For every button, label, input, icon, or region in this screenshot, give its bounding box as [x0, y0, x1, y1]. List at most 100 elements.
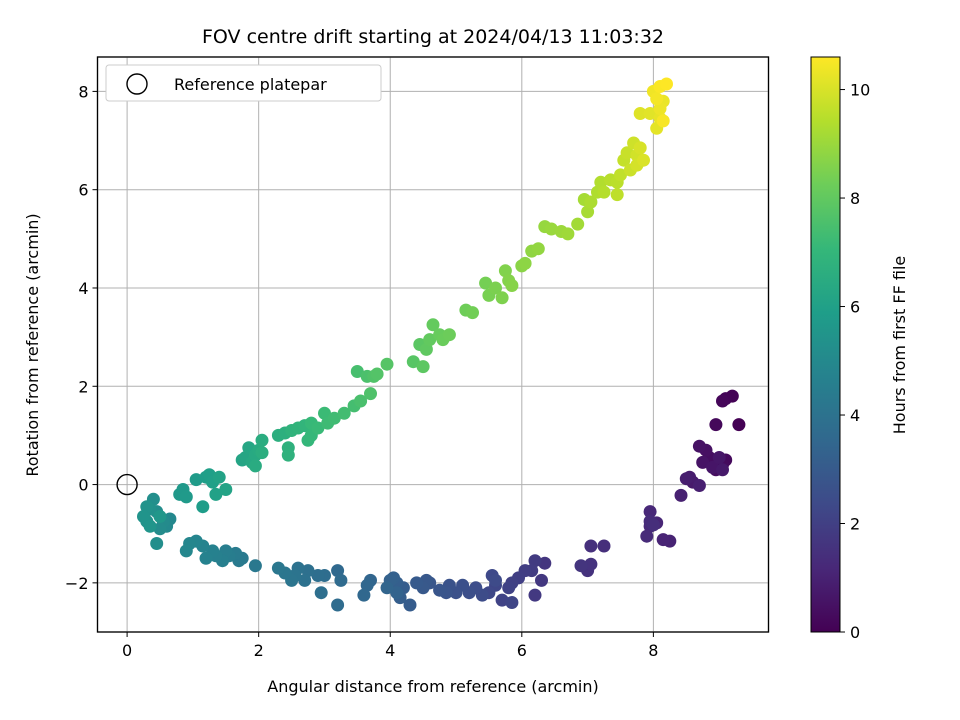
colorbar-ticks: 0 2 4 6 8 10 [840, 81, 870, 642]
data-point [350, 365, 364, 378]
reference-platepar-marker [116, 473, 138, 496]
data-point [209, 487, 223, 501]
data-point [528, 588, 542, 602]
y-tick-label: 6 [78, 181, 88, 200]
data-point [574, 559, 588, 573]
data-point [423, 333, 437, 347]
x-axis-ticks: 0 2 4 6 8 [122, 632, 658, 660]
y-tick-label: 0 [78, 476, 88, 495]
data-point [370, 367, 384, 381]
data-point [674, 488, 688, 502]
y-tick-label: 8 [78, 82, 88, 101]
data-point [390, 586, 404, 600]
y-axis-label: Rotation from reference (arcmin) [23, 213, 42, 476]
data-point [337, 406, 351, 420]
data-point [137, 510, 150, 523]
data-point [531, 242, 545, 256]
y-tick-label: 2 [78, 377, 88, 396]
data-point [660, 77, 673, 91]
data-point [502, 581, 516, 595]
data-point [498, 264, 512, 278]
data-points [137, 77, 746, 612]
data-point [656, 114, 670, 128]
data-point [505, 279, 519, 292]
data-point [495, 593, 509, 607]
data-point [643, 505, 657, 519]
data-point [140, 500, 154, 514]
data-point [706, 460, 720, 474]
data-point [179, 490, 193, 504]
data-point [301, 564, 315, 578]
data-point [633, 141, 647, 155]
data-point [538, 556, 552, 570]
data-point [650, 92, 664, 106]
data-point [709, 418, 723, 432]
colorbar-tick-label: 10 [850, 81, 870, 100]
data-point [489, 281, 502, 295]
data-point [143, 519, 157, 533]
x-tick-label: 8 [648, 641, 658, 660]
data-point [380, 357, 394, 371]
data-point [528, 554, 542, 568]
data-point [442, 328, 456, 342]
x-axis-label: Angular distance from reference (arcmin) [267, 677, 598, 696]
data-point [584, 195, 598, 209]
grid-lines [97, 57, 769, 632]
x-tick-label: 6 [517, 641, 527, 660]
data-point [314, 586, 328, 600]
chart-title: FOV centre drift starting at 2024/04/13 … [202, 26, 664, 48]
legend: Reference platepar [105, 64, 382, 102]
data-point [331, 564, 345, 578]
data-point [633, 107, 647, 120]
data-point [597, 539, 611, 553]
data-point [653, 102, 667, 116]
data-point [150, 537, 164, 550]
data-point [281, 448, 295, 462]
data-point [712, 451, 726, 464]
data-point [403, 598, 417, 612]
colorbar: 0 2 4 6 8 10 Hours from first FF file [810, 56, 909, 642]
data-point [433, 583, 447, 597]
data-point [571, 217, 585, 231]
colorbar-tick-label: 6 [850, 298, 860, 317]
data-point [535, 573, 548, 587]
colorbar-gradient [810, 56, 841, 633]
data-point [199, 551, 213, 565]
data-point [597, 185, 611, 199]
y-tick-label: −2 [65, 574, 89, 593]
data-point [466, 306, 479, 320]
colorbar-tick-label: 8 [850, 189, 860, 208]
data-point [219, 544, 233, 558]
plot-border [96, 56, 770, 633]
data-point [594, 175, 608, 189]
data-point [153, 510, 167, 523]
data-point [334, 573, 348, 587]
data-point [581, 205, 595, 219]
data-point [331, 598, 345, 612]
data-point [584, 557, 598, 571]
data-point [656, 533, 670, 547]
legend-label-reference: Reference platepar [174, 75, 327, 94]
x-tick-label: 4 [385, 641, 395, 660]
data-point [561, 227, 575, 241]
data-point [311, 569, 325, 582]
data-point [640, 529, 654, 543]
data-point [495, 291, 509, 305]
data-point [716, 394, 729, 408]
x-tick-label: 0 [122, 641, 132, 660]
data-point [610, 188, 624, 202]
data-point [696, 455, 710, 469]
legend-marker-reference [126, 73, 148, 95]
data-point [219, 483, 233, 496]
data-point [419, 342, 433, 356]
data-point [620, 146, 634, 160]
data-point [380, 581, 394, 595]
data-point [248, 559, 262, 573]
data-point [354, 394, 368, 408]
legend-box [105, 64, 382, 102]
data-point [189, 473, 203, 487]
data-point [360, 578, 374, 592]
data-point [584, 539, 598, 553]
colorbar-tick-label: 2 [850, 515, 860, 534]
data-point [327, 411, 341, 425]
